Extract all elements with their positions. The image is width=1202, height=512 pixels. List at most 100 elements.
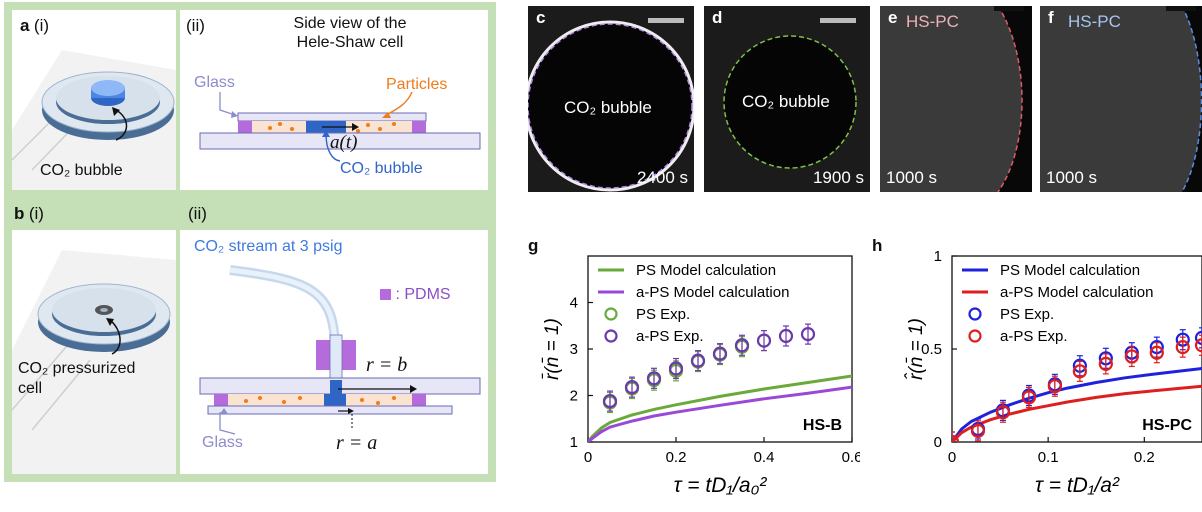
plot-area xyxy=(588,323,852,442)
legend-label: a-PS Model calculation xyxy=(636,284,789,301)
legend-label: a-PS Exp. xyxy=(1000,328,1068,345)
x-tick-label: 0 xyxy=(584,449,592,466)
legend-swatch xyxy=(968,307,982,321)
micrograph-e-inner: HS-PC xyxy=(906,12,959,31)
data-point xyxy=(778,328,794,344)
micrograph-d-time: 1900 s xyxy=(812,168,864,187)
x-axis-label: τ = tD₁/a₀² xyxy=(674,474,768,497)
data-point xyxy=(1021,390,1037,405)
data-point xyxy=(668,361,684,376)
data-point xyxy=(756,333,772,348)
micrograph-f-inner: HS-PC xyxy=(1068,12,1121,31)
y-tick-label: 3 xyxy=(570,341,578,358)
micrograph-f: f HS-PC 1000 s xyxy=(1040,6,1202,192)
scale-bar-f xyxy=(1166,6,1196,11)
x-tick-label: 0 xyxy=(948,449,956,466)
micrograph-d-image xyxy=(723,35,857,169)
data-point xyxy=(1194,330,1202,345)
data-point xyxy=(995,405,1011,420)
hele-shaw-cell-illustration xyxy=(12,50,176,190)
pressurized-side-view xyxy=(199,265,481,435)
pressurized-caption-1: CO₂ pressurized xyxy=(18,360,136,377)
micrograph-e-label: e xyxy=(888,8,898,27)
micrograph-c-inner: CO₂ bubble xyxy=(564,98,652,117)
micrograph-d-inner: CO₂ bubble xyxy=(742,92,830,111)
bubble-caption: CO₂ bubble xyxy=(40,162,123,179)
side-view-title: Side view of the Hele-Shaw cell xyxy=(250,14,450,52)
legend-swatch xyxy=(968,329,982,343)
bubble-side-label: CO₂ bubble xyxy=(340,160,423,177)
data-point xyxy=(1149,345,1164,360)
micrograph-e-time: 1000 s xyxy=(886,168,938,187)
chart-annotation: HS-B xyxy=(803,417,842,434)
y-tick-label: 0 xyxy=(934,434,942,451)
data-point xyxy=(690,353,706,368)
legend-label: PS Model calculation xyxy=(636,262,776,279)
panel-a-label: a xyxy=(20,16,30,35)
panel-b-sub-i: (i) xyxy=(28,204,44,223)
legend-label: PS Exp. xyxy=(636,306,690,323)
micrograph-f-image xyxy=(1181,6,1202,192)
pdms-swatch xyxy=(380,289,391,300)
side-view-title-line1: Side view of the xyxy=(293,15,407,32)
pressurized-caption-2: cell xyxy=(18,380,43,397)
series-line-1 xyxy=(588,385,852,442)
data-point xyxy=(1098,356,1113,371)
panel-g-letter: g xyxy=(528,236,539,255)
panel-a-sub-ii: (ii) xyxy=(186,16,205,35)
data-point xyxy=(1072,364,1087,379)
data-point xyxy=(970,423,986,438)
legend-swatch xyxy=(604,329,618,343)
pdms-legend: : PDMS xyxy=(380,286,451,304)
plot-area xyxy=(952,327,1202,442)
y-tick-label: 2 xyxy=(570,388,578,405)
data-point xyxy=(1047,379,1062,394)
glass-label: Glass xyxy=(194,74,235,91)
data-point xyxy=(712,346,728,361)
data-point xyxy=(602,393,618,409)
data-point xyxy=(624,380,640,395)
data-point xyxy=(1194,338,1202,353)
x-tick-label: 0.2 xyxy=(1134,449,1155,466)
chart-annotation: HS-PC xyxy=(1142,417,1192,434)
micrograph-f-label: f xyxy=(1048,8,1054,27)
x-tick-label: 0.4 xyxy=(754,449,775,466)
chart-g: 0 0.2 0.4 0.6 1 2 3 4 τ = tD₁/a₀² r̄(n̄ = 1) PS Mo… xyxy=(542,255,860,497)
panel-a-i: a (i) CO₂ bubble xyxy=(12,10,176,190)
micrograph-e-image xyxy=(997,6,1032,192)
chart-h: 0 0.1 0.2 0 0.5 1 τ = tD₁/a² r̂(n̄ = 1) PS Model… xyxy=(904,250,1202,497)
legend-label: a-PS Model calculation xyxy=(1000,284,1153,301)
y-tick-label: 1 xyxy=(570,434,578,451)
radius-label: a(t) xyxy=(330,132,358,153)
series-line-1 xyxy=(952,384,1202,442)
x-axis-label: τ = tD₁/a² xyxy=(1035,474,1120,497)
glass-label-b: Glass xyxy=(202,434,243,451)
r-a-label: r = a xyxy=(336,432,378,454)
panel-h-letter: h xyxy=(872,236,883,255)
micrograph-c-time: 2400 s xyxy=(636,168,688,187)
series-line-0 xyxy=(952,367,1202,442)
panel-b-sub-ii: (ii) xyxy=(188,204,207,223)
r-b-label: r = b xyxy=(366,354,408,376)
micrograph-c: c CO₂ bubble 2400 s xyxy=(528,6,694,192)
micrograph-d-label: d xyxy=(712,8,723,27)
data-point xyxy=(800,327,816,342)
scale-bar-d xyxy=(820,18,856,23)
panel-b-ii: CO₂ stream at 3 psig : PDMS r = b r = a … xyxy=(180,230,488,474)
data-point xyxy=(1124,349,1139,364)
scale-bar-c xyxy=(648,18,684,23)
legend-label: PS Model calculation xyxy=(1000,262,1140,279)
y-tick-label: 0.5 xyxy=(921,341,942,358)
micrograph-e: e HS-PC 1000 s xyxy=(880,6,1032,192)
legend-label: PS Exp. xyxy=(1000,306,1054,323)
panel-b-i: CO₂ pressurized cell xyxy=(12,230,176,474)
panel-a-sub-i: (i) xyxy=(33,16,50,35)
panel-h-label: h xyxy=(872,236,882,256)
x-tick-label: 0.1 xyxy=(1038,449,1059,466)
y-tick-label: 4 xyxy=(570,295,578,312)
side-view-title-line2: Hele-Shaw cell xyxy=(296,34,404,51)
micrograph-d: d CO₂ bubble 1900 s xyxy=(704,6,870,192)
micrograph-f-time: 1000 s xyxy=(1046,168,1098,187)
y-axis-label: r̂(n̄ = 1) xyxy=(904,318,927,380)
particles-label: Particles xyxy=(386,76,448,93)
